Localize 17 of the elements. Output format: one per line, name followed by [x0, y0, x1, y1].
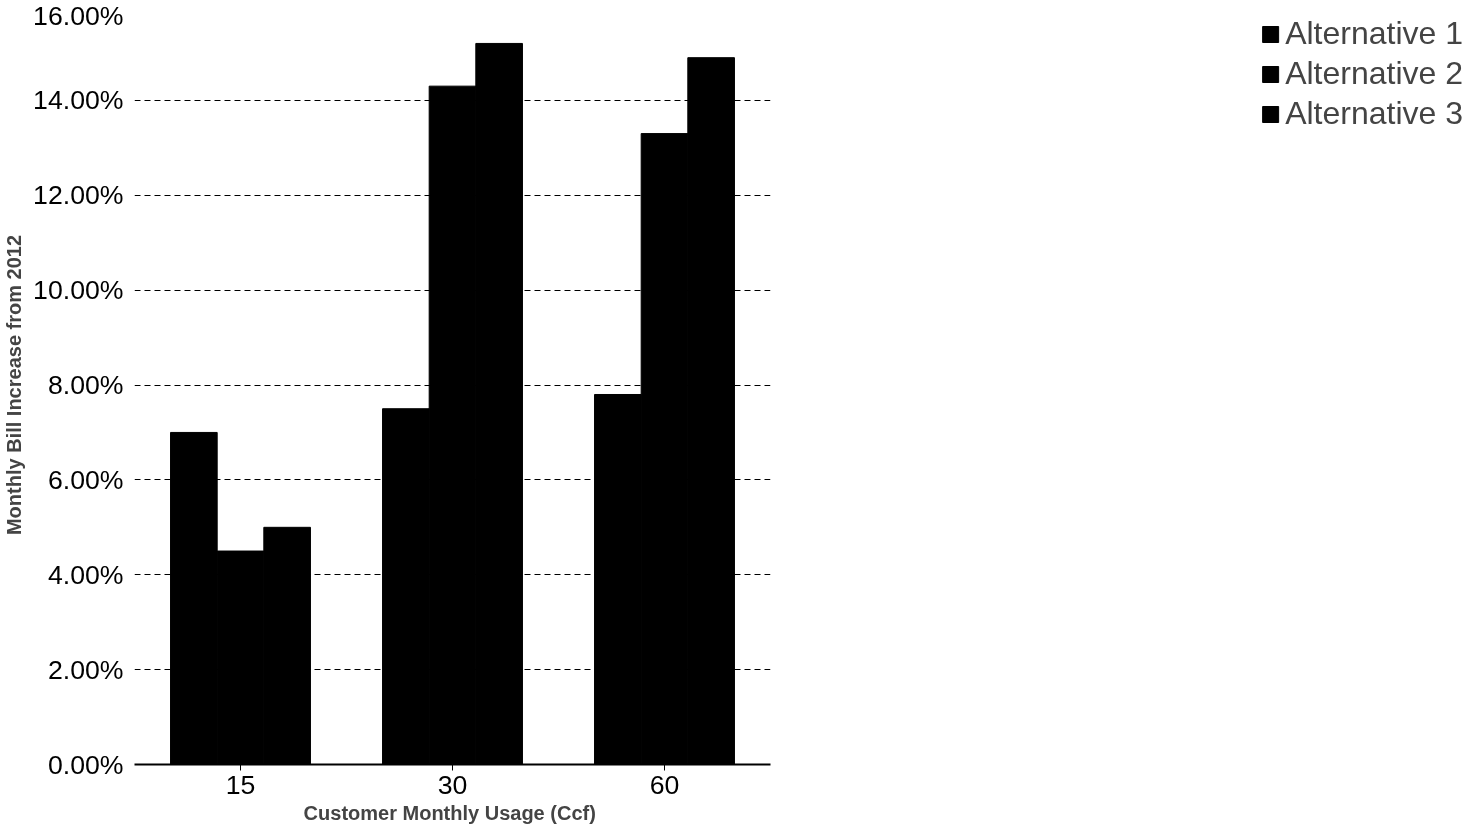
y-tick-label: 14.00% [33, 85, 124, 116]
y-tick-label: 2.00% [47, 654, 124, 685]
y-tick-label: 0.00% [47, 749, 124, 780]
y-tick-label: 10.00% [33, 275, 124, 306]
y-tick-label: 16.00% [33, 0, 124, 31]
x-tick-label: 15 [225, 769, 256, 800]
y-tick-label: 8.00% [47, 370, 124, 400]
y-tick-label: 4.00% [47, 559, 124, 590]
legend-label: Alternative 2 [1285, 55, 1463, 92]
y-tick-label: 12.00% [33, 180, 124, 211]
x-tick-label: 30 [437, 769, 468, 800]
legend-label: Alternative 3 [1285, 95, 1463, 132]
x-tick-label: 60 [649, 769, 680, 800]
legend-label: Alternative 1 [1285, 15, 1463, 52]
x-axis-title: Customer Monthly Usage (Ccf) [303, 801, 596, 824]
y-axis-title: Monthly Bill Increase from 2012 [3, 234, 26, 536]
y-tick-label: 6.00% [47, 464, 124, 495]
